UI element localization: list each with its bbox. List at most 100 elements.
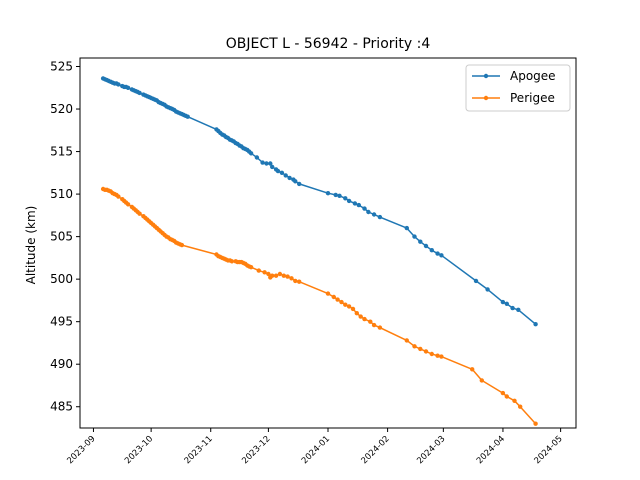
y-tick-label: 510 xyxy=(50,187,73,201)
perigee-point xyxy=(504,394,509,399)
perigee-point xyxy=(346,304,352,309)
y-tick-label: 485 xyxy=(50,400,73,414)
apogee-point xyxy=(260,160,265,165)
perigee-point xyxy=(266,271,271,277)
perigee-point xyxy=(289,276,294,281)
perigee-point xyxy=(262,270,267,275)
legend: Apogee Perigee xyxy=(465,64,571,112)
apogee-point xyxy=(473,278,479,284)
perigee-point xyxy=(404,338,409,343)
perigee-point xyxy=(371,322,377,328)
apogee-point xyxy=(264,161,269,166)
x-tick-label: 2024-01 xyxy=(300,434,332,466)
chart-title: OBJECT L - 56942 - Priority :4 xyxy=(226,36,431,52)
perigee-point xyxy=(479,378,484,383)
apogee-point xyxy=(371,212,377,217)
y-tick-label: 515 xyxy=(50,145,73,159)
perigee-point xyxy=(331,294,336,300)
apogee-point xyxy=(412,234,417,239)
perigee-point xyxy=(281,273,286,278)
apogee-point xyxy=(504,301,509,306)
y-tick-label: 500 xyxy=(50,272,73,286)
apogee-point xyxy=(275,168,281,174)
apogee-point xyxy=(418,239,423,244)
apogee-point xyxy=(485,287,490,292)
apogee-point xyxy=(137,90,142,96)
perigee-point xyxy=(354,311,359,316)
perigee-point xyxy=(418,346,423,352)
apogee-point xyxy=(279,170,285,175)
apogee-point xyxy=(287,175,292,181)
apogee-point xyxy=(116,82,121,87)
perigee-point xyxy=(273,273,279,278)
apogee-point xyxy=(429,248,434,253)
y-axis: 485 490 495 500 505 510 515 520 525 xyxy=(50,60,80,414)
apogee-point xyxy=(346,198,352,204)
x-tick-label: 2023-11 xyxy=(183,434,215,466)
apogee-point xyxy=(293,179,298,184)
perigee-point xyxy=(277,271,283,277)
x-tick-label: 2023-09 xyxy=(65,434,97,466)
apogee-point xyxy=(356,202,361,208)
perigee-point xyxy=(229,259,235,264)
perigee-point xyxy=(293,278,298,284)
apogee-point xyxy=(439,253,444,258)
perigee-point xyxy=(270,273,275,278)
perigee-point xyxy=(116,194,121,199)
x-tick-label: 2024-04 xyxy=(475,434,507,466)
x-tick-label: 2023-12 xyxy=(240,434,272,466)
x-tick-label: 2024-02 xyxy=(360,434,392,466)
perigee-point xyxy=(343,302,348,307)
perigee-point xyxy=(325,291,331,296)
x-tick-label: 2024-03 xyxy=(415,434,447,466)
x-axis: 2023-09 2023-10 2023-11 2023-12 2024-01 2024-… xyxy=(65,428,565,466)
perigee-point xyxy=(368,319,373,324)
apogee-point xyxy=(366,209,371,215)
perigee-point xyxy=(412,344,417,349)
apogee-point xyxy=(516,307,521,312)
y-tick-label: 490 xyxy=(50,357,73,371)
x-tick-label: 2023-10 xyxy=(123,434,155,466)
perigee-point xyxy=(435,353,440,358)
y-tick-label: 505 xyxy=(50,230,73,244)
perigee-point xyxy=(518,404,523,409)
perigee-point xyxy=(179,242,185,248)
perigee-point xyxy=(335,297,340,302)
perigee-line xyxy=(102,188,537,425)
perigee-point xyxy=(297,279,302,284)
perigee-point xyxy=(429,351,434,357)
perigee-point xyxy=(285,274,290,279)
apogee-point xyxy=(362,206,367,211)
perigee-point xyxy=(362,316,367,322)
apogee-point xyxy=(333,192,338,198)
apogee-point xyxy=(343,196,348,201)
apogee-point xyxy=(297,181,302,187)
perigee-point xyxy=(125,202,131,207)
apogee-point xyxy=(500,299,506,305)
x-tick-label: 2024-05 xyxy=(533,434,565,466)
apogee-point xyxy=(423,243,429,249)
apogee-point xyxy=(337,193,342,198)
apogee-point xyxy=(268,161,273,166)
apogee-legend-label: Apogee xyxy=(510,69,556,83)
perigee-legend-marker xyxy=(483,95,489,101)
perigee-point xyxy=(339,299,344,305)
apogee-point xyxy=(125,85,131,91)
apogee-point xyxy=(435,251,440,256)
axes-frame xyxy=(79,57,577,429)
plot-area xyxy=(100,76,538,426)
apogee-point xyxy=(533,322,538,327)
y-tick-label: 495 xyxy=(50,315,73,329)
apogee-point xyxy=(352,201,358,206)
apogee-point xyxy=(377,214,383,220)
apogee-point xyxy=(270,164,275,170)
apogee-point xyxy=(254,155,260,160)
perigee-point xyxy=(350,306,356,312)
perigee-point xyxy=(500,390,506,396)
perigee-point xyxy=(256,268,261,273)
perigee-point xyxy=(439,354,444,359)
apogee-line xyxy=(102,77,537,325)
y-axis-label: Altitude (km) xyxy=(24,206,38,285)
perigee-legend-label: Perigee xyxy=(510,91,555,105)
